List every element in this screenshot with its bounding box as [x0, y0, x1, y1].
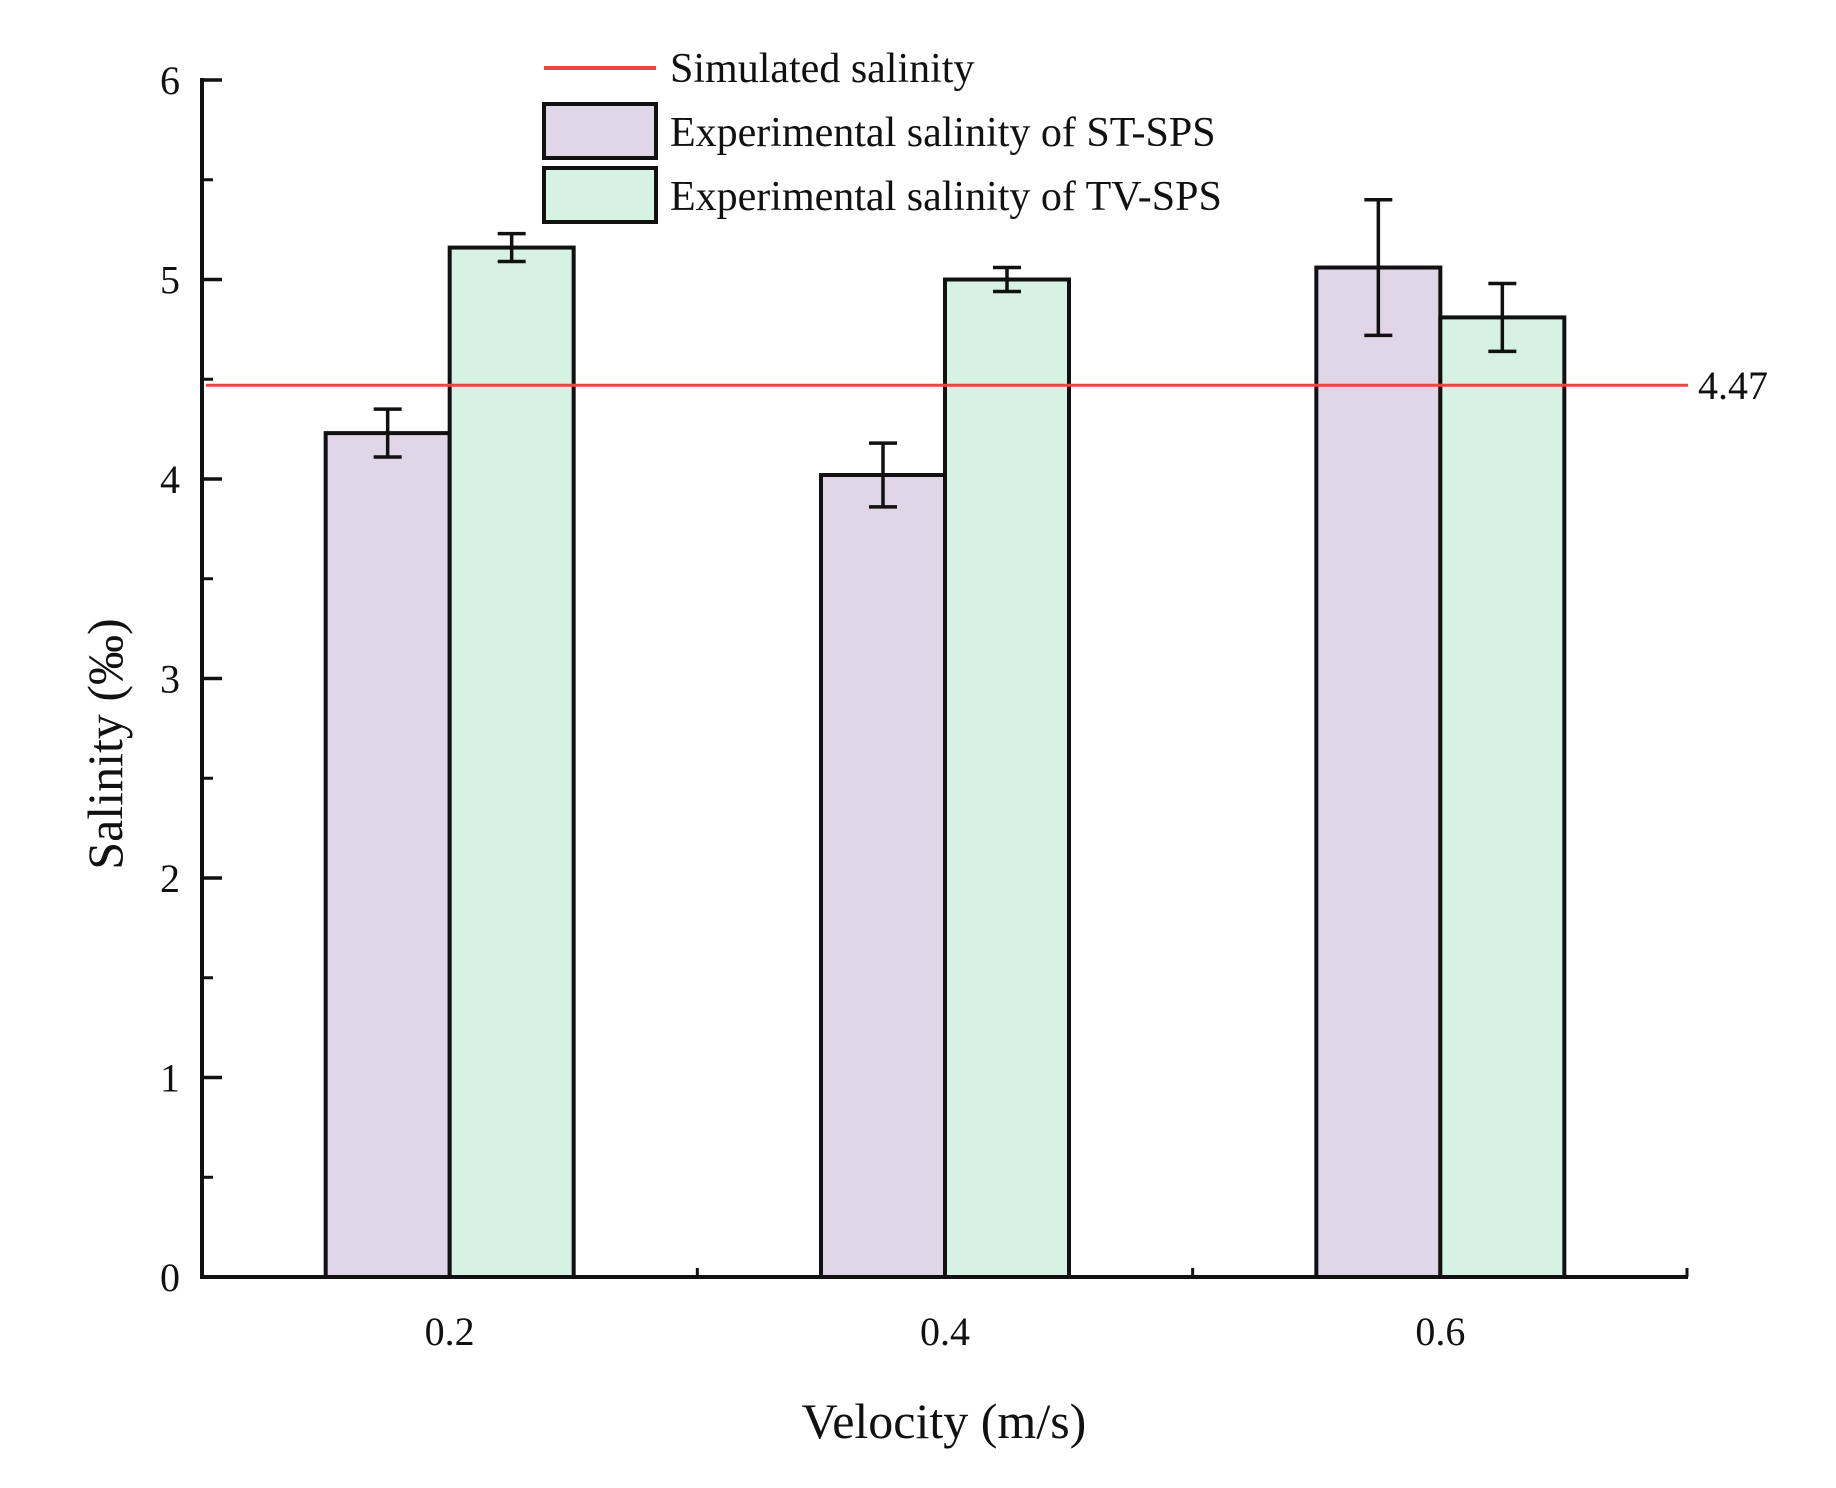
- y-tick-label-0: 0: [160, 1255, 180, 1300]
- legend-label-simulated-salinity: Simulated salinity: [670, 46, 974, 92]
- legend-swatch-tv-sps: [542, 166, 658, 224]
- y-tick-label-5: 5: [160, 258, 180, 303]
- y-tick-label-4: 4: [160, 457, 180, 502]
- bar-st-sps-0.4: [819, 473, 947, 1279]
- bar-tv-sps-0.4: [943, 277, 1071, 1279]
- x-tick-label-0.2: 0.2: [425, 1309, 475, 1354]
- y-tick-label-3: 3: [160, 657, 180, 702]
- bar-tv-sps-0.2: [447, 245, 576, 1280]
- legend-label-tv-sps: Experimental salinity of TV-SPS: [670, 174, 1222, 220]
- x-tick-label-0.6: 0.6: [1415, 1309, 1465, 1354]
- bar-tv-sps-0.6: [1438, 315, 1567, 1279]
- bar-st-sps-0.6: [1314, 265, 1443, 1279]
- legend-swatch-st-sps: [542, 102, 658, 160]
- bar-st-sps-0.2: [323, 431, 452, 1279]
- legend-label-st-sps: Experimental salinity of ST-SPS: [670, 110, 1216, 156]
- y-tick-label-1: 1: [160, 1056, 180, 1101]
- simulated-salinity-value-label: 4.47: [1698, 363, 1768, 408]
- x-axis-title: Velocity (m/s): [802, 1393, 1087, 1449]
- x-tick-label-0.4: 0.4: [920, 1309, 970, 1354]
- y-tick-label-6: 6: [160, 58, 180, 103]
- y-tick-label-2: 2: [160, 856, 180, 901]
- y-axis-title: Salinity (‰): [77, 618, 133, 869]
